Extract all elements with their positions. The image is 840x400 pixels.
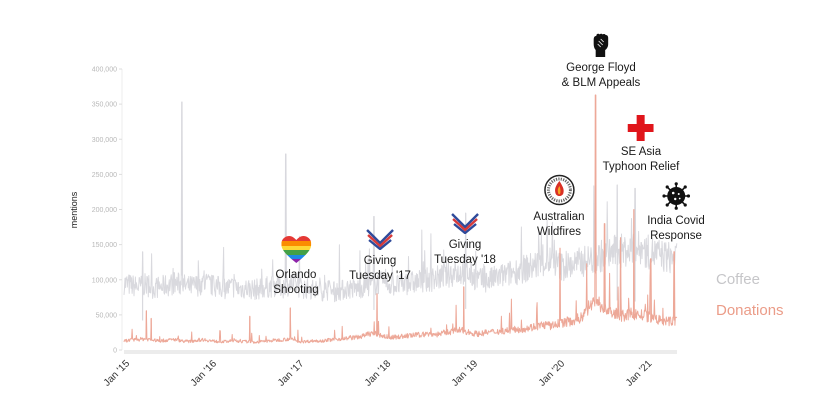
annotation-label-line1: Giving xyxy=(448,239,482,251)
y-tick-label: 350,000 xyxy=(92,102,117,109)
x-tick-label: Jan '16 xyxy=(189,358,220,389)
annotation-india-covid: India Covid Response xyxy=(647,182,705,244)
annotation-label-line1: Orlando xyxy=(275,269,317,281)
x-tick-label: Jan '21 xyxy=(624,358,655,389)
giving-tuesday-heart-icon xyxy=(451,213,479,234)
annotation-label-line1: Australian xyxy=(533,211,585,223)
annotation-label-line2: Shooting xyxy=(273,284,319,296)
annotation-giving-tuesday-17: Giving Tuesday '17 xyxy=(349,228,411,284)
x-axis: Jan '15 Jan '16 Jan '17 Jan '18 Jan '19 Jan '… xyxy=(102,358,655,389)
annotation-orlando-shooting: Orlando Shooting xyxy=(273,236,319,298)
legend-donations: Donations xyxy=(716,302,784,319)
x-axis-band xyxy=(124,350,677,354)
annotation-label-line2: Tuesday '18 xyxy=(434,254,496,266)
raised-fist-icon xyxy=(593,33,609,57)
x-tick-label: Jan '19 xyxy=(450,358,481,389)
virus-icon xyxy=(662,182,690,210)
annotation-label-line2: Tuesday '17 xyxy=(349,270,411,282)
y-axis: 0 50,000 100,000 150,000 200,000 250,000 300,0… xyxy=(92,67,123,355)
series-donations xyxy=(123,94,678,344)
x-tick-label: Jan '15 xyxy=(102,358,133,389)
annotation-label-line1: SE Asia xyxy=(620,146,662,158)
y-axis-label: mentions xyxy=(69,191,79,228)
legend-coffee: Coffee xyxy=(716,271,760,288)
x-tick-label: Jan '17 xyxy=(276,358,307,389)
annotation-label-line2: Wildfires xyxy=(536,226,582,238)
annotation-australian-wildfires: Australian Wildfires xyxy=(533,174,585,240)
fire-service-badge-icon xyxy=(543,174,575,206)
series-line-coffee xyxy=(123,101,678,303)
y-tick-label: 300,000 xyxy=(92,137,117,144)
giving-tuesday-heart-icon xyxy=(366,229,394,250)
annotation-george-floyd-blm: George Floyd & BLM Appeals xyxy=(561,33,641,91)
annotation-label-line1: Giving xyxy=(363,255,397,267)
rainbow-heart-icon xyxy=(281,236,311,263)
y-tick-label: 0 xyxy=(113,348,117,355)
annotation-label-line2: Response xyxy=(650,230,702,242)
series-line-donations xyxy=(123,94,678,344)
annotation-label-line1: George Floyd xyxy=(566,62,636,74)
x-tick-label: Jan '20 xyxy=(537,358,568,389)
annotation-label-line1: India Covid xyxy=(647,215,705,227)
y-tick-label: 100,000 xyxy=(92,277,117,284)
y-tick-label: 200,000 xyxy=(92,207,117,214)
annotation-label-line2: & BLM Appeals xyxy=(561,77,641,89)
red-cross-icon xyxy=(628,115,654,141)
x-tick-label: Jan '18 xyxy=(363,358,394,389)
annotation-se-asia-typhoon: SE Asia Typhoon Relief xyxy=(602,115,680,175)
annotation-label-line2: Typhoon Relief xyxy=(602,161,680,173)
y-tick-label: 400,000 xyxy=(92,67,117,74)
y-tick-label: 50,000 xyxy=(96,312,118,319)
series-coffee xyxy=(123,101,678,321)
annotation-giving-tuesday-18: Giving Tuesday '18 xyxy=(434,212,496,268)
y-tick-label: 150,000 xyxy=(92,242,117,249)
y-tick-label: 250,000 xyxy=(92,172,117,179)
